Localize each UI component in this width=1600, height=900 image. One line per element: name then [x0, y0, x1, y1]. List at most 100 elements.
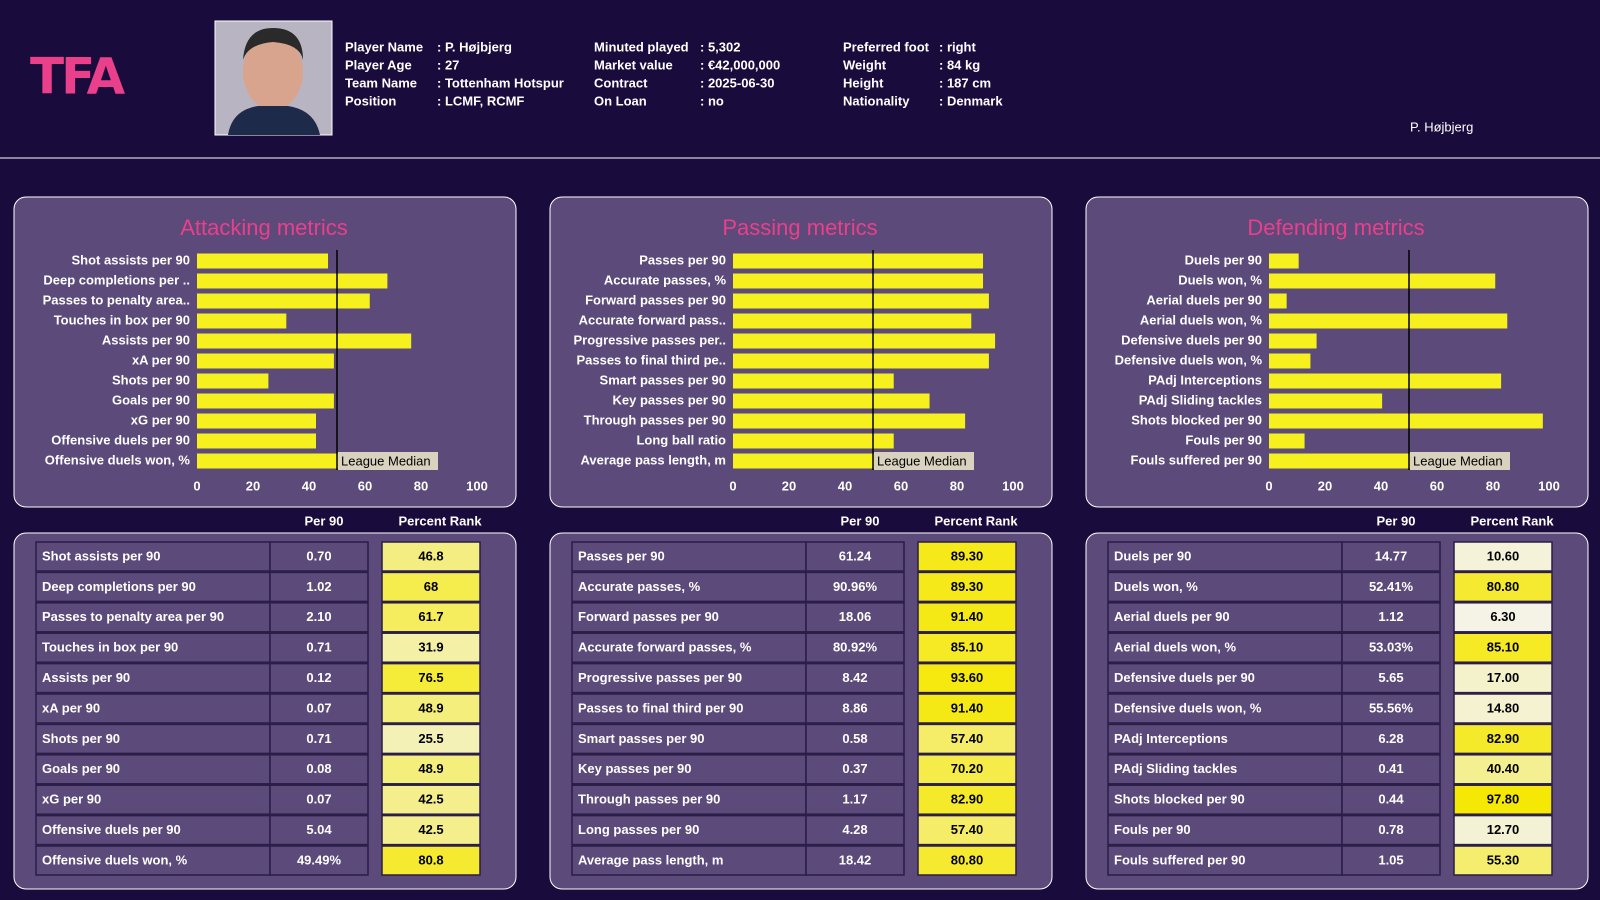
- value-cell: [269, 845, 369, 876]
- y-tick-label: Offensive duels won, %: [45, 452, 191, 467]
- rank-cell: [1453, 632, 1553, 663]
- rank-cell: [1453, 541, 1553, 572]
- info-label: Preferred foot: [843, 39, 930, 54]
- x-tick-label: 0: [729, 478, 736, 493]
- percent-rank: 17.00: [1487, 670, 1520, 685]
- rank-cell: [381, 814, 481, 846]
- name-cell: [571, 632, 807, 663]
- metric-name: Shot assists per 90: [42, 548, 161, 563]
- name-cell: [35, 693, 271, 724]
- value-cell: [269, 693, 369, 724]
- percent-rank: 6.30: [1490, 609, 1515, 624]
- y-tick-label: Defensive duels per 90: [1121, 332, 1262, 347]
- per90-value: 1.02: [306, 579, 331, 594]
- bar: [1269, 373, 1502, 389]
- bar: [1269, 353, 1311, 369]
- percent-rank: 80.8: [418, 852, 443, 867]
- y-tick-label: Smart passes per 90: [600, 372, 726, 387]
- per90-value: 18.42: [839, 852, 872, 867]
- percent-rank: 91.40: [951, 609, 984, 624]
- per90-value: 0.78: [1378, 822, 1403, 837]
- value-cell: [1341, 693, 1441, 724]
- per90-value: 14.77: [1375, 548, 1408, 563]
- name-cell: [35, 814, 271, 846]
- percent-rank: 42.5: [418, 822, 443, 837]
- x-tick-label: 0: [1265, 478, 1272, 493]
- bar: [197, 273, 388, 289]
- rank-cell: [381, 662, 481, 694]
- metric-name: Key passes per 90: [578, 761, 691, 776]
- info-label: Height: [843, 75, 884, 90]
- y-tick-label: Passes to final third pe..: [576, 352, 726, 367]
- value-cell: [805, 784, 905, 815]
- x-tick-label: 100: [1538, 478, 1560, 493]
- per90-value: 4.28: [842, 822, 867, 837]
- info-value: : 5,302: [700, 39, 740, 54]
- info-value: : Denmark: [939, 93, 1003, 108]
- bar: [733, 293, 989, 309]
- info-value: : Tottenham Hotspur: [437, 75, 564, 90]
- value-cell: [1341, 723, 1441, 755]
- name-cell: [571, 754, 807, 785]
- metric-name: Deep completions per 90: [42, 579, 196, 594]
- value-cell: [1341, 845, 1441, 876]
- name-cell: [35, 754, 271, 785]
- metric-name: Assists per 90: [42, 670, 130, 685]
- rank-cell: [381, 541, 481, 572]
- per90-value: 80.92%: [833, 640, 878, 655]
- bar: [1269, 453, 1424, 469]
- name-cell: [35, 541, 271, 572]
- per90-value: 2.10: [306, 609, 331, 624]
- y-tick-label: Deep completions per ..: [43, 272, 190, 287]
- metric-name: PAdj Sliding tackles: [1114, 761, 1237, 776]
- value-cell: [805, 754, 905, 785]
- per90-value: 8.42: [842, 670, 867, 685]
- y-tick-label: Forward passes per 90: [585, 292, 726, 307]
- per90-value: 0.41: [1378, 761, 1403, 776]
- bar: [197, 253, 329, 269]
- percent-rank: 76.5: [418, 670, 443, 685]
- x-tick-label: 40: [838, 478, 852, 493]
- bar: [197, 433, 316, 449]
- info-label: Position: [345, 93, 396, 108]
- info-label: Minuted played: [594, 39, 689, 54]
- metric-name: Shots per 90: [42, 731, 120, 746]
- bar: [733, 273, 984, 289]
- x-tick-label: 80: [414, 478, 428, 493]
- metric-name: Defensive duels per 90: [1114, 670, 1255, 685]
- percent-rank: 91.40: [951, 700, 984, 715]
- rank-cell: [1453, 662, 1553, 694]
- percent-rank: 10.60: [1487, 548, 1520, 563]
- metric-name: Touches in box per 90: [42, 640, 178, 655]
- percent-rank: 80.80: [1487, 579, 1520, 594]
- percent-rank: 89.30: [951, 579, 984, 594]
- name-cell: [1107, 754, 1343, 785]
- value-cell: [1341, 571, 1441, 603]
- player-name: P. Højbjerg: [1410, 119, 1473, 134]
- y-tick-label: Touches in box per 90: [54, 312, 190, 327]
- y-tick-label: Accurate forward pass..: [579, 312, 726, 327]
- percent-rank: 68: [424, 579, 438, 594]
- per90-value: 6.28: [1378, 731, 1403, 746]
- info-value: : right: [939, 39, 976, 54]
- x-tick-label: 40: [302, 478, 316, 493]
- bar: [197, 393, 334, 409]
- x-tick-label: 0: [193, 478, 200, 493]
- percent-rank: 93.60: [951, 670, 984, 685]
- y-tick-label: Accurate passes, %: [604, 272, 727, 287]
- value-cell: [805, 845, 905, 876]
- column-header: Percent Rank: [934, 513, 1018, 528]
- percent-rank: 14.80: [1487, 700, 1520, 715]
- name-cell: [571, 814, 807, 846]
- bar: [733, 333, 996, 349]
- y-tick-label: xG per 90: [131, 412, 190, 427]
- info-value: : €42,000,000: [700, 57, 780, 72]
- percent-rank: 57.40: [951, 731, 984, 746]
- name-cell: [1107, 632, 1343, 663]
- value-cell: [1341, 632, 1441, 663]
- name-cell: [1107, 784, 1343, 815]
- name-cell: [571, 541, 807, 572]
- y-tick-label: Goals per 90: [112, 392, 190, 407]
- per90-value: 8.86: [842, 700, 867, 715]
- percent-rank: 31.9: [418, 640, 443, 655]
